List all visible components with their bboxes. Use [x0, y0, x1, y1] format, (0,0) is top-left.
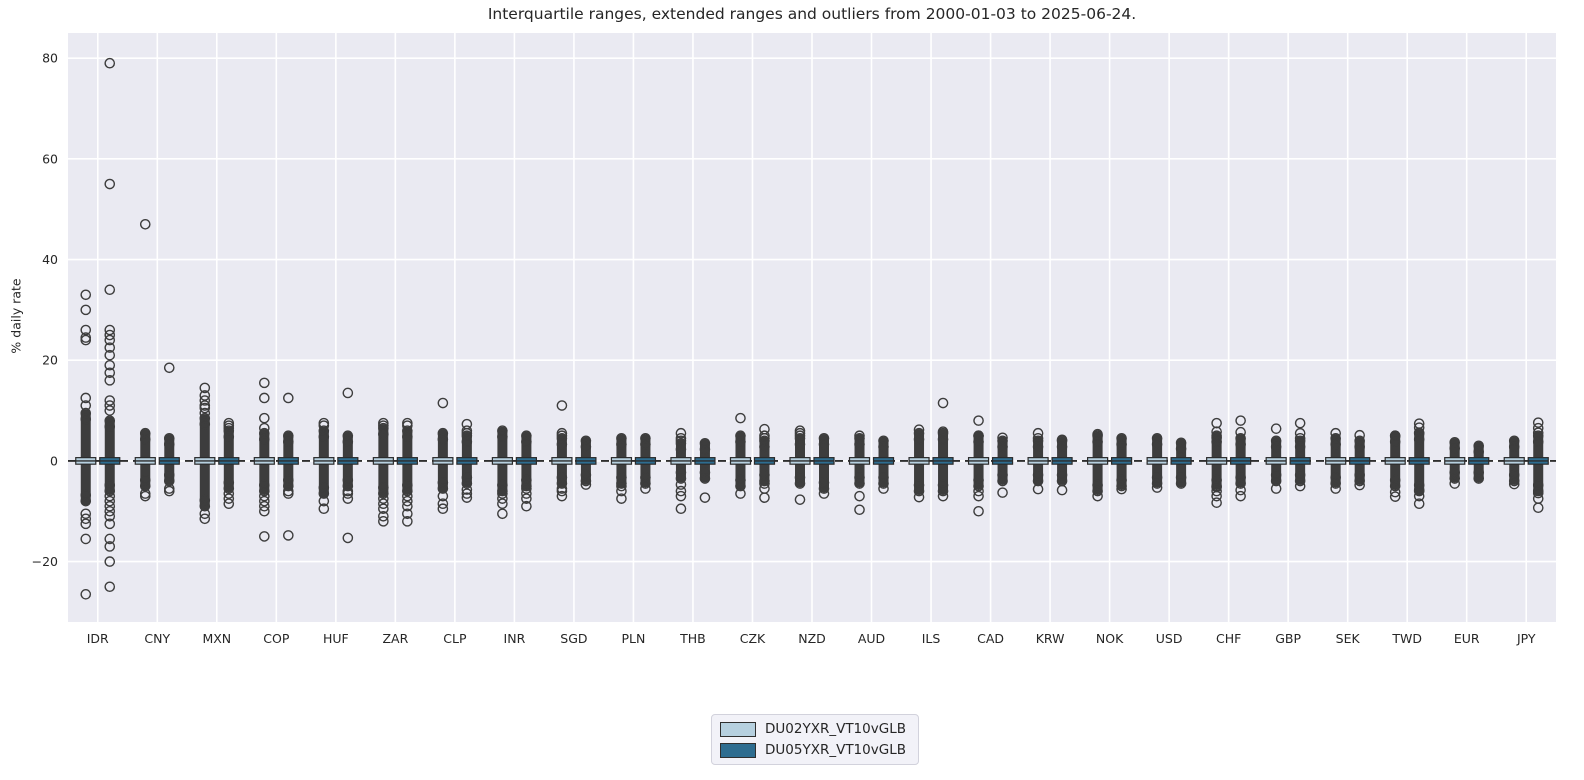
- svg-text:HUF: HUF: [323, 631, 349, 646]
- legend: DU02YXR_VT10vGLB DU05YXR_VT10vGLB: [711, 714, 919, 765]
- svg-text:SEK: SEK: [1336, 631, 1361, 646]
- legend-label-du02: DU02YXR_VT10vGLB: [765, 721, 906, 737]
- svg-text:ILS: ILS: [922, 631, 941, 646]
- legend-swatch-du02: [720, 721, 756, 737]
- svg-text:EUR: EUR: [1454, 631, 1480, 646]
- svg-text:0: 0: [50, 453, 58, 468]
- svg-text:THB: THB: [679, 631, 706, 646]
- svg-text:CHF: CHF: [1216, 631, 1241, 646]
- svg-text:CAD: CAD: [977, 631, 1004, 646]
- svg-text:40: 40: [42, 252, 58, 267]
- svg-text:CNY: CNY: [144, 631, 170, 646]
- svg-text:SGD: SGD: [560, 631, 587, 646]
- svg-text:ZAR: ZAR: [382, 631, 408, 646]
- svg-text:−20: −20: [32, 554, 58, 569]
- legend-swatch-du05: [720, 742, 756, 758]
- svg-text:COP: COP: [263, 631, 290, 646]
- svg-text:80: 80: [42, 51, 58, 66]
- svg-text:NOK: NOK: [1096, 631, 1124, 646]
- svg-text:PLN: PLN: [622, 631, 646, 646]
- svg-text:60: 60: [42, 151, 58, 166]
- svg-text:AUD: AUD: [858, 631, 885, 646]
- svg-text:CZK: CZK: [740, 631, 766, 646]
- legend-item-du05: DU05YXR_VT10vGLB: [720, 742, 906, 758]
- svg-text:NZD: NZD: [798, 631, 826, 646]
- svg-text:INR: INR: [504, 631, 526, 646]
- svg-text:20: 20: [42, 353, 58, 368]
- chart-title: Interquartile ranges, extended ranges an…: [487, 5, 1137, 23]
- svg-text:GBP: GBP: [1275, 631, 1301, 646]
- legend-item-du02: DU02YXR_VT10vGLB: [720, 721, 906, 737]
- svg-text:KRW: KRW: [1036, 631, 1065, 646]
- svg-text:TWD: TWD: [1391, 631, 1422, 646]
- svg-text:MXN: MXN: [202, 631, 231, 646]
- svg-text:JPY: JPY: [1516, 631, 1536, 646]
- svg-text:IDR: IDR: [87, 631, 109, 646]
- svg-text:CLP: CLP: [443, 631, 467, 646]
- legend-label-du05: DU05YXR_VT10vGLB: [765, 742, 906, 758]
- svg-text:USD: USD: [1156, 631, 1183, 646]
